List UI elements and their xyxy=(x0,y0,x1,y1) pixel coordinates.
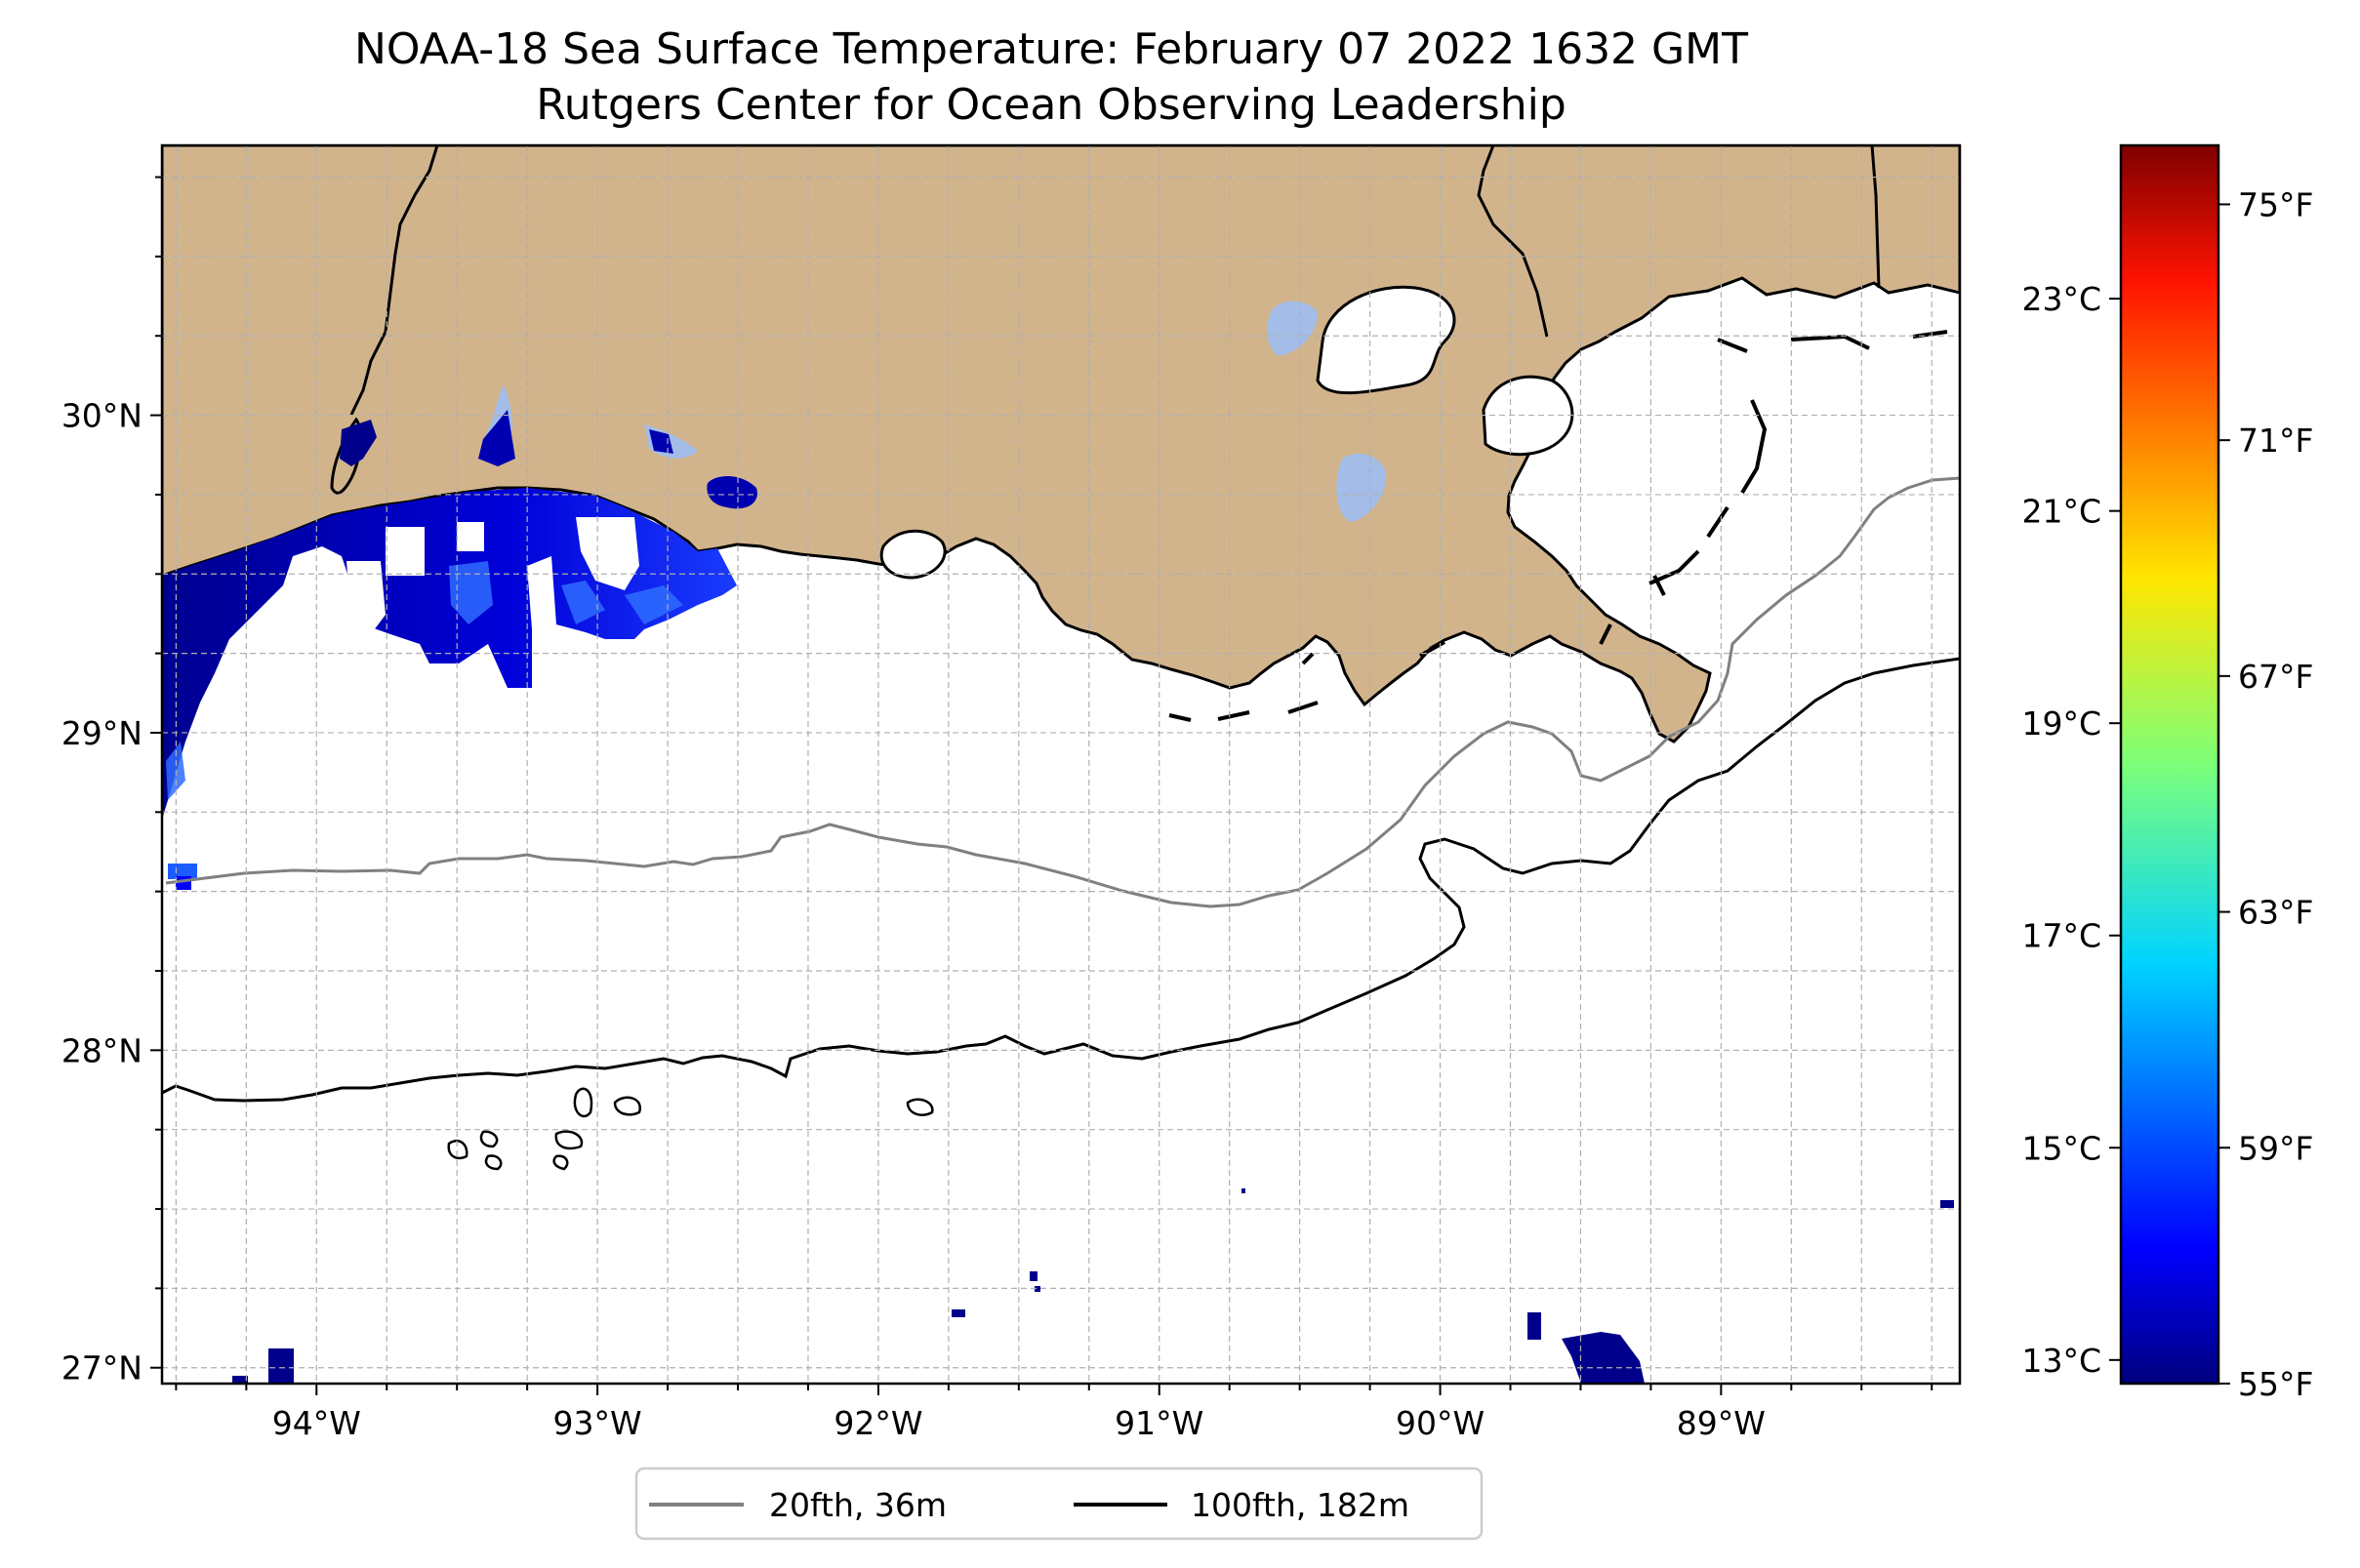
colorbar-c-label: 21°C xyxy=(2021,493,2101,531)
chart-subtitle: Rutgers Center for Ocean Observing Leade… xyxy=(536,80,1567,130)
legend: 20fth, 36m 100fth, 182m xyxy=(634,1467,1484,1541)
colorbar-f-label: 63°F xyxy=(2238,894,2313,932)
lon-tick-label: 91°W xyxy=(1115,1404,1203,1442)
colorbar-c-label: 15°C xyxy=(2021,1129,2101,1167)
lon-tick-label: 90°W xyxy=(1396,1404,1485,1442)
colorbar-c-label: 17°C xyxy=(2021,917,2101,955)
map-panel xyxy=(162,145,1960,1384)
lake-sst-1 xyxy=(478,410,515,466)
legend-label-20fth: 20fth, 36m xyxy=(769,1486,947,1524)
lake-borgne xyxy=(1482,375,1574,457)
lat-tick-label: 29°N xyxy=(61,714,142,752)
lat-tick-label: 30°N xyxy=(61,397,142,435)
colorbar-ticks: 55°F 59°F 63°F 67°F 71°F 75°F 13°C 15°C 17°C 19°C… xyxy=(2021,185,2313,1403)
colorbar-c-label: 13°C xyxy=(2021,1342,2101,1380)
isobath-100fth xyxy=(162,657,1960,1103)
colorbar-f-label: 59°F xyxy=(2238,1129,2313,1167)
colorbar-c-label: 19°C xyxy=(2021,704,2101,743)
lake-sst-2 xyxy=(649,429,673,454)
lake-sst-3 xyxy=(707,476,757,509)
lon-tick-label: 92°W xyxy=(834,1404,922,1442)
state-border-west xyxy=(349,145,439,416)
legend-label-100fth: 100fth, 182m xyxy=(1191,1486,1409,1524)
lake-a xyxy=(1267,301,1318,356)
sst-specks xyxy=(168,864,1954,1384)
lake-pontchartrain xyxy=(1316,285,1456,395)
colorbar-f-label: 67°F xyxy=(2238,658,2313,696)
colorbar-f-label: 71°F xyxy=(2238,422,2313,460)
sst-nodata-holes xyxy=(346,517,639,634)
map-ticks: 94°W 93°W 92°W 91°W 90°W 89°W 27°N 28°N 29°N 30°N xyxy=(61,176,1933,1442)
lon-tick-label: 94°W xyxy=(272,1404,361,1442)
sabine-lake-water xyxy=(340,420,377,466)
state-border-east xyxy=(1477,145,1549,338)
map-frame xyxy=(160,143,1962,1386)
colorbar-frame xyxy=(2119,143,2220,1386)
lake-b xyxy=(1336,454,1387,522)
colorbar-f-label: 55°F xyxy=(2238,1365,2313,1403)
lon-tick-label: 93°W xyxy=(553,1404,642,1442)
isobath-20fth xyxy=(165,476,1960,908)
colorbar-c-label: 23°C xyxy=(2021,280,2101,318)
colorbar-gradient xyxy=(2121,145,2218,1384)
legend-box xyxy=(634,1467,1484,1541)
sst-warm-streaks xyxy=(166,561,683,800)
chart-title: NOAA-18 Sea Surface Temperature: Februar… xyxy=(354,24,1748,74)
lon-tick-label: 89°W xyxy=(1677,1404,1766,1442)
vermilion-bay xyxy=(879,529,947,580)
state-border-ms-al xyxy=(1870,145,1881,289)
lat-tick-label: 27°N xyxy=(61,1349,142,1387)
lat-tick-label: 28°N xyxy=(61,1031,142,1069)
colorbar: 55°F 59°F 63°F 67°F 71°F 75°F 13°C 15°C 17°C 19°C… xyxy=(2021,143,2313,1403)
map-gridlines xyxy=(162,145,1960,1384)
colorbar-f-label: 75°F xyxy=(2238,185,2313,223)
